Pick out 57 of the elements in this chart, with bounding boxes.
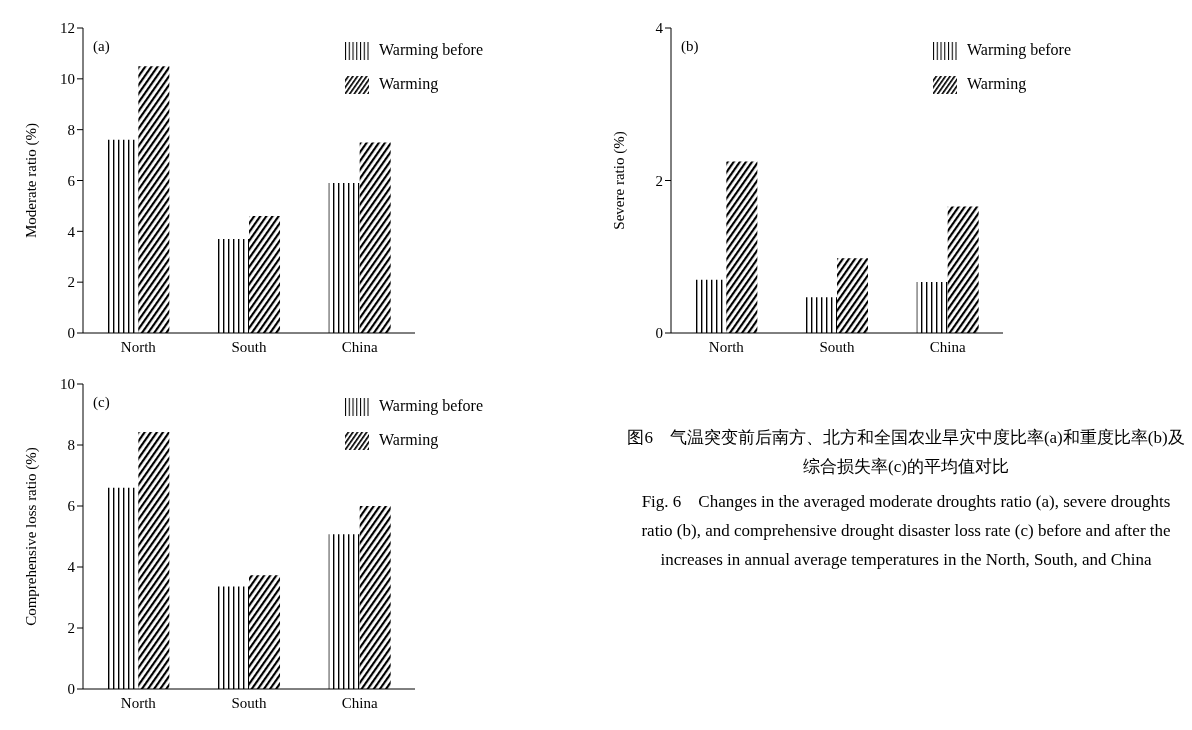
legend-label: Warming before <box>967 41 1071 58</box>
y-tick-label: 2 <box>67 620 75 637</box>
y-tick-label: 8 <box>67 121 75 138</box>
bar <box>328 183 360 333</box>
y-tick-label: 10 <box>60 376 75 393</box>
x-tick-label: China <box>929 338 966 355</box>
x-tick-label: North <box>120 338 157 355</box>
x-tick-label: South <box>231 338 267 355</box>
bar <box>806 297 838 333</box>
annotation: (a) <box>93 38 110 55</box>
bar <box>249 575 281 689</box>
y-tick-label: 0 <box>67 681 75 698</box>
bar <box>695 279 727 333</box>
y-tick-label: 4 <box>67 559 76 576</box>
bar <box>328 534 360 689</box>
x-tick-label: South <box>231 694 267 711</box>
bar <box>138 431 170 689</box>
x-tick-label: North <box>708 338 745 355</box>
bar <box>107 139 139 333</box>
y-tick-label: 0 <box>655 325 663 342</box>
y-tick-label: 0 <box>67 325 75 342</box>
bar <box>138 66 170 333</box>
y-tick-label: 2 <box>655 172 663 189</box>
y-tick-label: 10 <box>60 71 75 88</box>
y-tick-label: 8 <box>67 437 75 454</box>
legend-label: Warming <box>379 431 439 448</box>
bar <box>218 586 250 689</box>
x-tick-label: China <box>341 694 378 711</box>
y-tick-label: 4 <box>67 223 76 240</box>
y-axis-title: Severe ratio (%) <box>611 131 629 230</box>
legend-label: Warming <box>379 75 439 92</box>
x-tick-label: North <box>120 694 157 711</box>
bar <box>726 161 758 333</box>
y-tick-label: 2 <box>67 274 75 291</box>
caption: 图6 气温突变前后南方、北方和全国农业旱灾中度比率(a)和重度比率(b)及综合损失率(c)的平均值对比 <box>626 427 1186 478</box>
bar <box>249 216 281 333</box>
bar <box>359 506 391 689</box>
bar <box>916 281 948 333</box>
y-tick-label: 12 <box>60 20 75 37</box>
y-tick-label: 6 <box>67 172 76 189</box>
legend-label: Warming <box>967 75 1027 92</box>
x-tick-label: China <box>341 338 378 355</box>
bar <box>359 142 391 333</box>
y-axis-title: Moderate ratio (%) <box>23 123 41 238</box>
bar <box>947 206 979 333</box>
annotation: (c) <box>93 394 110 411</box>
annotation: (b) <box>681 38 699 55</box>
y-tick-label: 6 <box>67 498 76 515</box>
y-tick-label: 4 <box>655 20 664 37</box>
x-tick-label: South <box>819 338 855 355</box>
bar <box>218 238 250 333</box>
bar <box>837 258 869 333</box>
y-axis-title: Comprehensive loss ratio (%) <box>23 447 41 626</box>
legend-label: Warming before <box>379 41 483 58</box>
caption: Fig. 6 Changes in the averaged moderate droughts ratio (a), severe droughts ratio (b), and comprehensive drought disaster loss rate (c) before and after the increases in annual average temperatures in the North, South, and China <box>640 490 1172 571</box>
bar <box>107 487 139 689</box>
legend-label: Warming before <box>379 397 483 414</box>
